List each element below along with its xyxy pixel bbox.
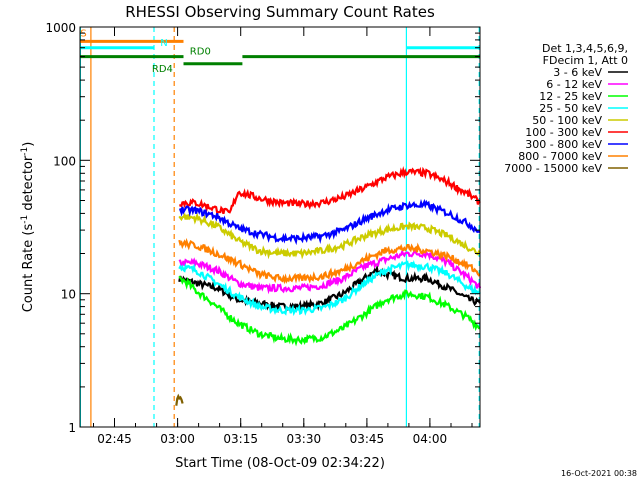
chart-title: RHESSI Observing Summary Count Rates	[125, 3, 435, 21]
series-line	[175, 393, 184, 406]
legend-entry-label: 12 - 25 keV	[539, 90, 602, 103]
x-axis-label: Start Time (08-Oct-09 02:34:22)	[175, 456, 385, 471]
series-line	[178, 237, 481, 285]
legend-header: FDecim 1, Att 0	[543, 54, 628, 67]
series-line	[178, 260, 481, 317]
legend-entry-label: 25 - 50 keV	[539, 102, 602, 115]
y-tick-label: 1000	[45, 21, 76, 35]
data-series	[175, 166, 482, 406]
flag-label: RD0	[190, 47, 211, 58]
y-axis-label-sup2: -1	[20, 147, 30, 156]
series-line	[178, 212, 481, 260]
x-tick-label: 03:00	[160, 432, 195, 446]
axes: 02:45 03:00 03:15 03:30 03:45 04:00 1 10 100 1000	[45, 21, 480, 446]
footer-timestamp: 16-Oct-2021 00:38	[561, 469, 637, 478]
y-tick-label: 1	[68, 421, 76, 435]
plot-frame	[79, 26, 481, 428]
series-line	[178, 275, 481, 347]
series-line	[179, 166, 481, 214]
legend-entry-label: 800 - 7000 keV	[518, 150, 602, 163]
y-axis-label-sup1: -1	[20, 215, 30, 224]
legend-entry-label: 50 - 100 keV	[532, 114, 602, 127]
y-tick-label: 100	[53, 154, 76, 168]
legend-entry-label: 3 - 6 keV	[553, 66, 602, 79]
flag-label: S	[80, 28, 86, 39]
legend-entry-label: 7000 - 15000 keV	[504, 162, 602, 175]
legend-entry-label: 100 - 300 keV	[525, 126, 602, 139]
x-tick-label: 02:45	[97, 432, 132, 446]
x-tick-label: 03:15	[223, 432, 258, 446]
y-tick-label: 10	[61, 288, 76, 302]
series-line	[178, 198, 481, 246]
flag-lines: S N RD4 RD0	[79, 27, 480, 427]
legend: Det 1,3,4,5,6,9,FDecim 1, Att 03 - 6 keV…	[504, 42, 628, 175]
flag-label: RD4	[152, 64, 173, 75]
legend-entry-label: 6 - 12 keV	[546, 78, 602, 91]
y-axis-label-part2: detector	[21, 155, 36, 215]
flag-label: N	[160, 38, 167, 49]
series-line	[178, 248, 482, 295]
x-tick-label: 03:45	[350, 432, 385, 446]
x-tick-label: 04:00	[413, 432, 448, 446]
legend-header: Det 1,3,4,5,6,9,	[542, 42, 628, 55]
y-axis-label-part1: Count Rate (s	[21, 224, 36, 313]
x-tick-label: 03:30	[287, 432, 322, 446]
y-axis-label: Count Rate (s-1 detector-1)	[20, 142, 36, 313]
y-axis-label-part3: )	[21, 142, 36, 147]
legend-entry-label: 300 - 800 keV	[525, 138, 602, 151]
